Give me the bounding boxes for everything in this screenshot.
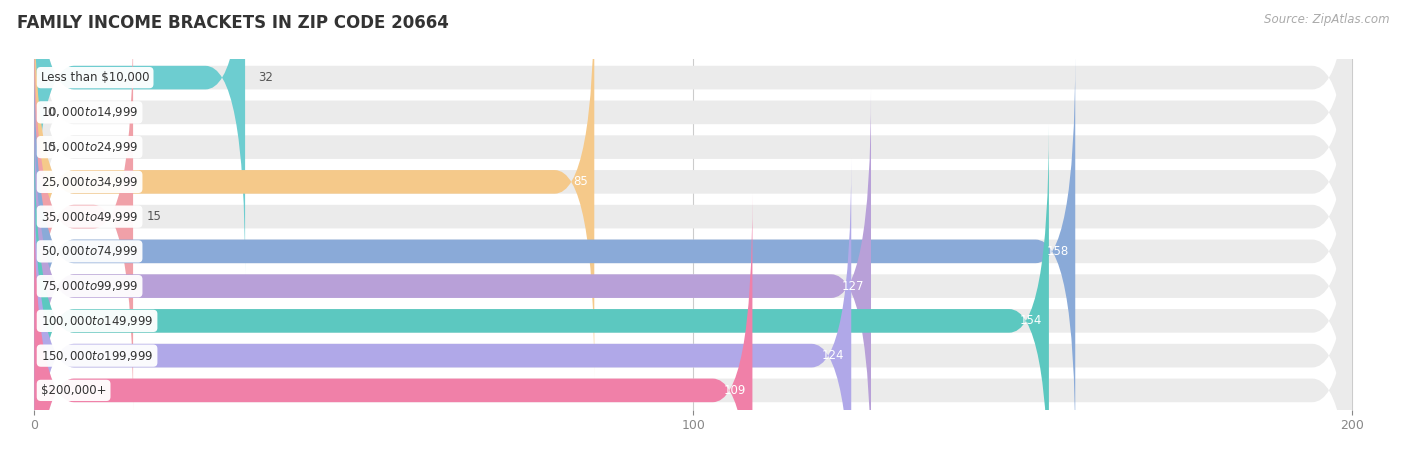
Text: Less than $10,000: Less than $10,000 <box>41 71 149 84</box>
FancyBboxPatch shape <box>34 194 1353 450</box>
Text: $35,000 to $49,999: $35,000 to $49,999 <box>41 210 138 224</box>
Text: Source: ZipAtlas.com: Source: ZipAtlas.com <box>1264 14 1389 27</box>
Text: $75,000 to $99,999: $75,000 to $99,999 <box>41 279 138 293</box>
Text: $150,000 to $199,999: $150,000 to $199,999 <box>41 349 153 363</box>
Text: 0: 0 <box>48 106 55 119</box>
FancyBboxPatch shape <box>34 0 595 378</box>
FancyBboxPatch shape <box>34 0 1353 344</box>
Text: $200,000+: $200,000+ <box>41 384 107 397</box>
Text: $15,000 to $24,999: $15,000 to $24,999 <box>41 140 138 154</box>
Text: 15: 15 <box>146 210 162 223</box>
FancyBboxPatch shape <box>34 0 1353 309</box>
FancyBboxPatch shape <box>34 194 752 450</box>
Text: $50,000 to $74,999: $50,000 to $74,999 <box>41 244 138 258</box>
FancyBboxPatch shape <box>34 124 1353 450</box>
Text: 109: 109 <box>724 384 745 397</box>
Text: 154: 154 <box>1019 315 1042 328</box>
FancyBboxPatch shape <box>34 0 1353 274</box>
FancyBboxPatch shape <box>34 159 851 450</box>
Text: $100,000 to $149,999: $100,000 to $149,999 <box>41 314 153 328</box>
FancyBboxPatch shape <box>34 90 870 450</box>
Text: 158: 158 <box>1046 245 1069 258</box>
FancyBboxPatch shape <box>34 90 1353 450</box>
FancyBboxPatch shape <box>34 124 1049 450</box>
Text: FAMILY INCOME BRACKETS IN ZIP CODE 20664: FAMILY INCOME BRACKETS IN ZIP CODE 20664 <box>17 14 449 32</box>
Text: 127: 127 <box>842 279 865 292</box>
Text: $25,000 to $34,999: $25,000 to $34,999 <box>41 175 138 189</box>
FancyBboxPatch shape <box>34 55 1353 448</box>
FancyBboxPatch shape <box>34 20 134 413</box>
FancyBboxPatch shape <box>34 159 1353 450</box>
Text: 32: 32 <box>259 71 273 84</box>
FancyBboxPatch shape <box>34 0 1353 378</box>
Text: $10,000 to $14,999: $10,000 to $14,999 <box>41 105 138 119</box>
Text: 85: 85 <box>574 176 588 189</box>
FancyBboxPatch shape <box>34 55 1076 448</box>
Text: 0: 0 <box>48 140 55 153</box>
Text: 124: 124 <box>823 349 845 362</box>
FancyBboxPatch shape <box>34 20 1353 413</box>
FancyBboxPatch shape <box>34 0 245 274</box>
